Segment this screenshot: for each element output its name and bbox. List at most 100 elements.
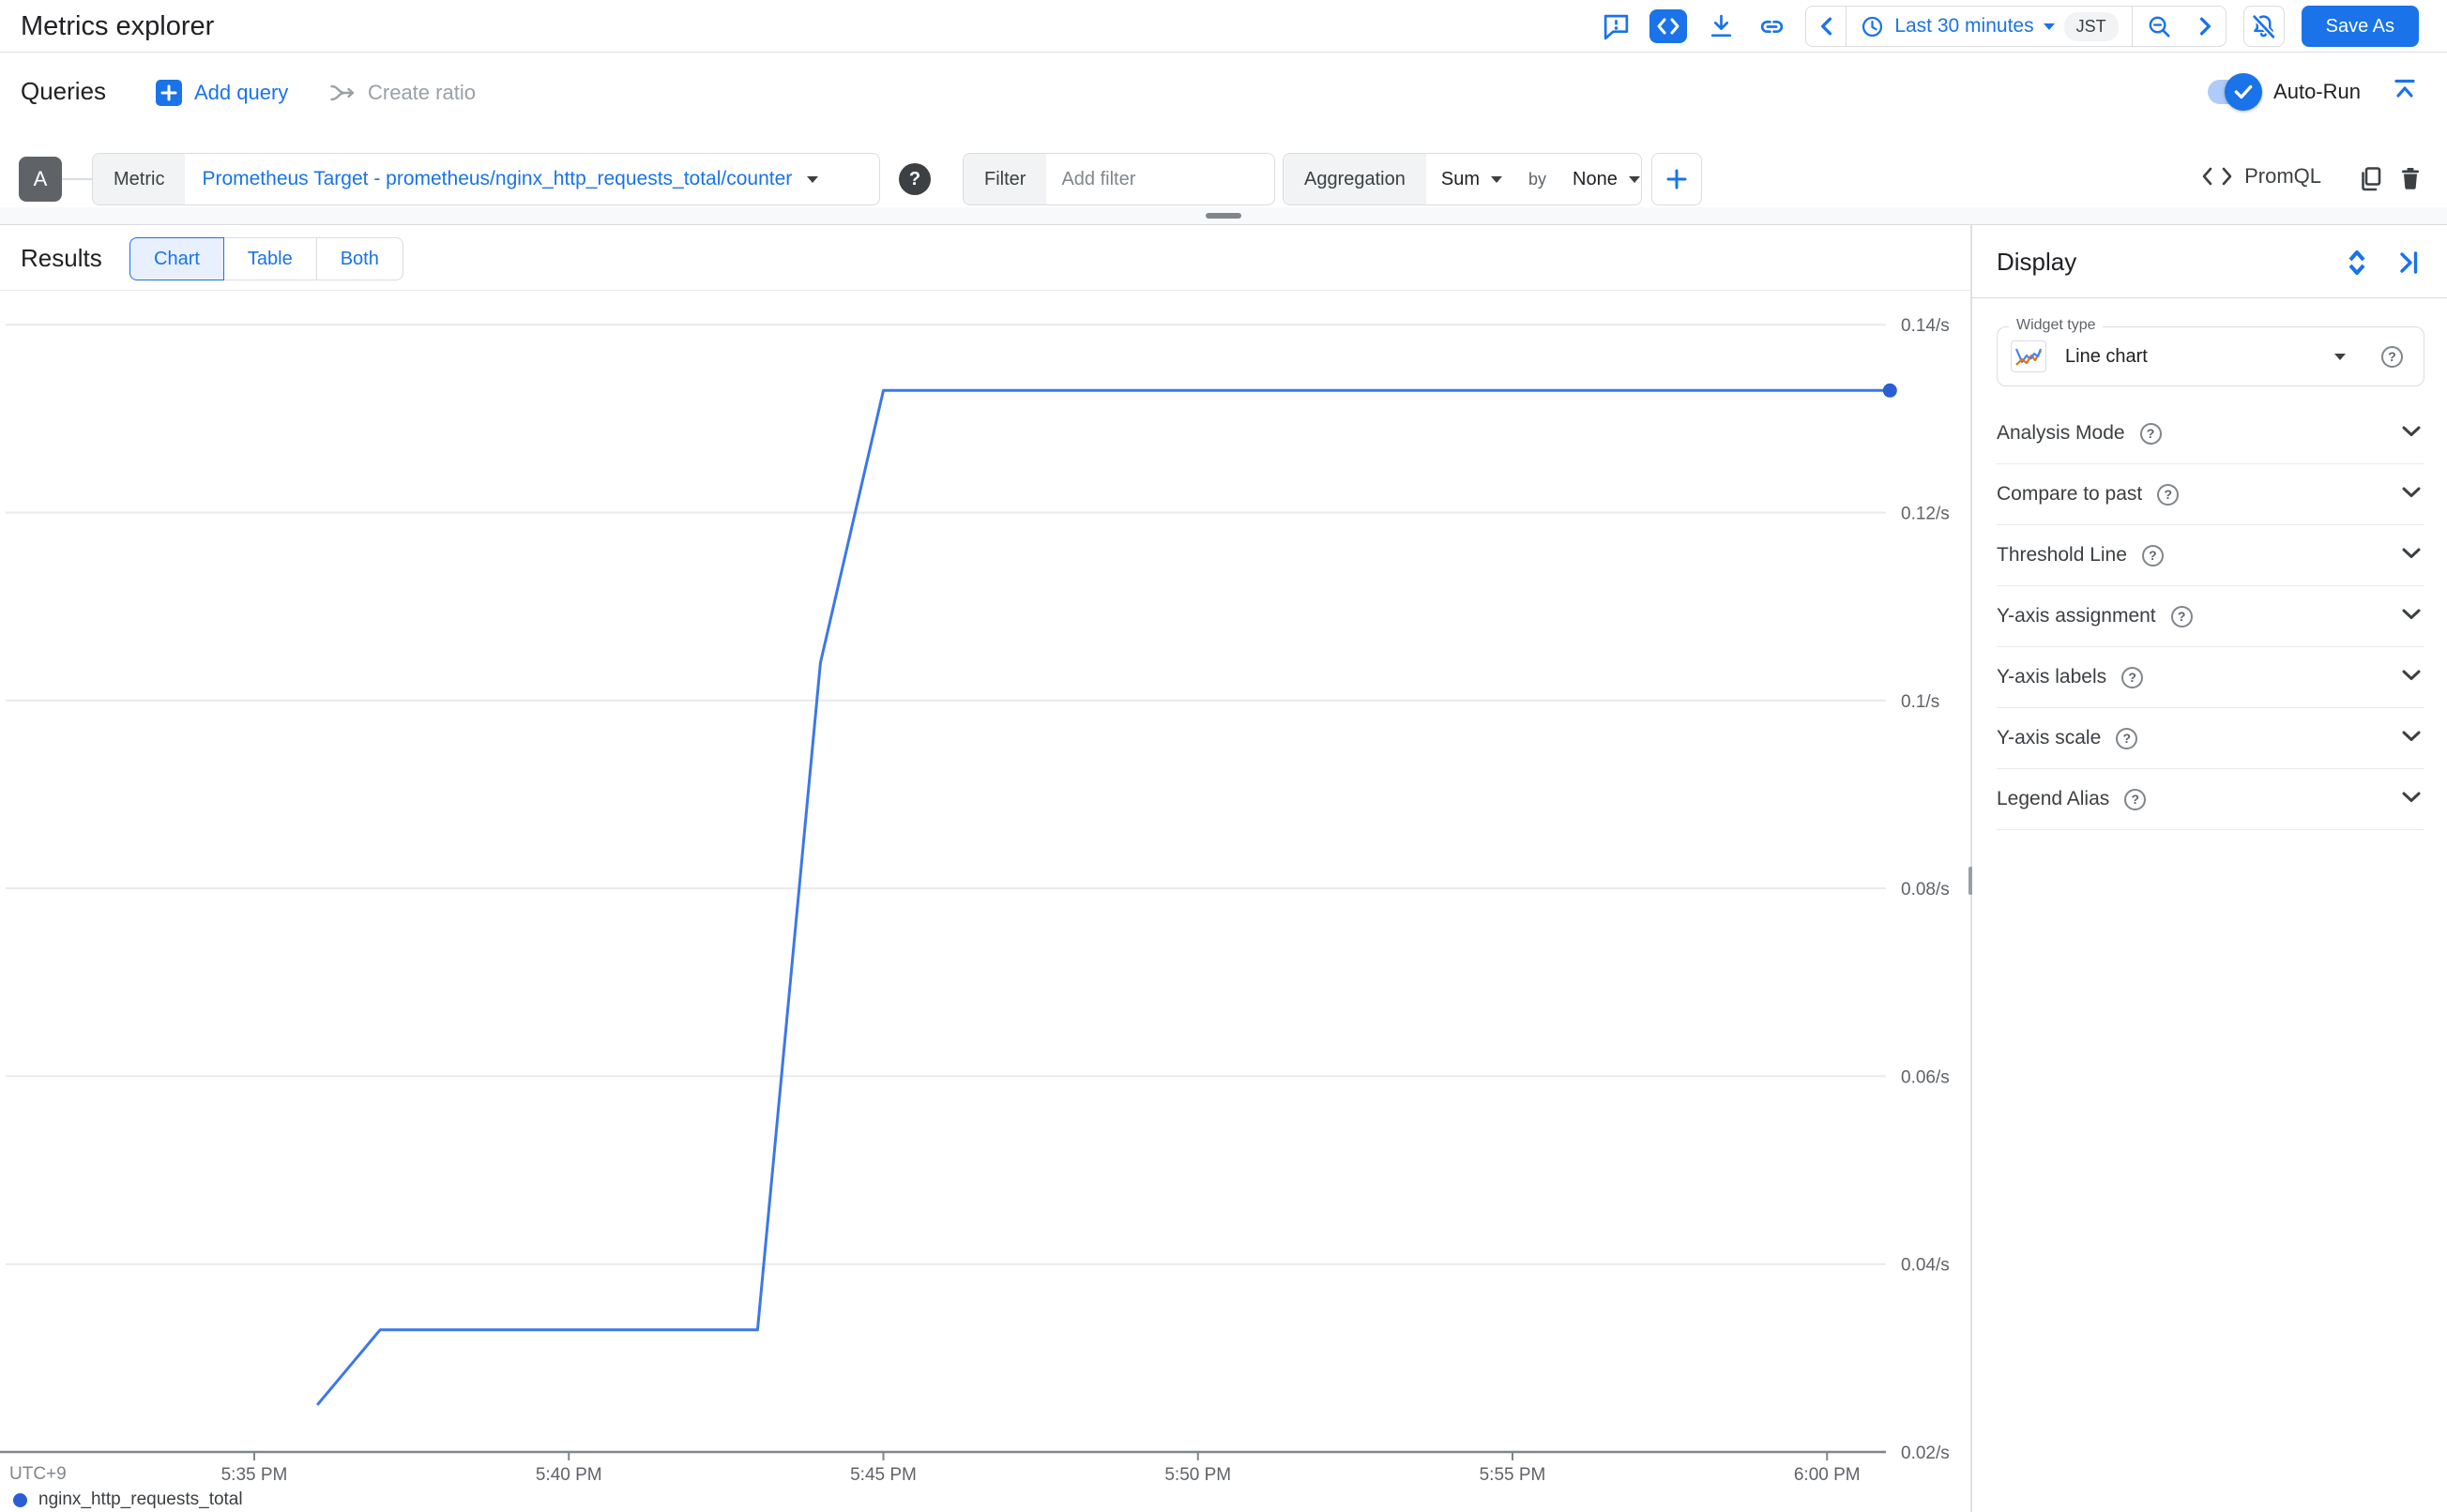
create-ratio-button[interactable]: Create ratio [328, 79, 476, 107]
results-row: Results Chart Table Both [0, 225, 1970, 291]
download-icon[interactable] [1704, 9, 1738, 43]
zoom-out-icon [2149, 16, 2170, 38]
help-icon[interactable]: ? [2124, 788, 2147, 810]
divider [2131, 7, 2133, 46]
section-label: Y-axis assignment [1997, 605, 2156, 627]
help-icon[interactable]: ? [2157, 483, 2180, 506]
promql-toggle[interactable]: PromQL [2201, 164, 2321, 189]
y-tick-label: 0.04/s [1901, 1256, 1950, 1276]
line-chart-thumbnail-icon [2011, 340, 2046, 372]
y-tick-label: 0.14/s [1901, 316, 1950, 336]
section-label: Y-axis scale [1997, 727, 2102, 748]
results-title: Results [21, 244, 102, 272]
legend-series-dot [13, 1492, 27, 1507]
drag-handle[interactable] [1206, 213, 1241, 219]
save-as-button[interactable]: Save As [2301, 6, 2419, 47]
filter-input[interactable] [1046, 154, 1263, 204]
tab-table[interactable]: Table [223, 237, 317, 280]
widget-type-help-icon[interactable]: ? [2381, 345, 2403, 368]
time-next-button[interactable] [2186, 7, 2226, 46]
zoom-out-button[interactable] [2133, 7, 2186, 46]
delete-query-button[interactable] [2396, 165, 2424, 198]
section-label: Analysis Mode [1997, 422, 2125, 444]
metric-selector[interactable]: Metric Prometheus Target - prometheus/ng… [92, 153, 880, 205]
display-section-y-axis-labels[interactable]: Y-axis labels? [1997, 647, 2424, 708]
chart-legend[interactable]: nginx_http_requests_total [13, 1489, 243, 1510]
y-tick-label: 0.06/s [1901, 1067, 1950, 1087]
collapse-all-button[interactable] [2391, 75, 2419, 108]
display-section-y-axis-scale[interactable]: Y-axis scale? [1997, 708, 2424, 769]
time-range-selector[interactable]: Last 30 minutes JST [1847, 7, 2131, 46]
y-tick-label: 0.02/s [1901, 1444, 1950, 1463]
help-icon[interactable]: ? [2139, 422, 2162, 445]
plus-icon [1666, 169, 1687, 189]
notifications-off-button[interactable] [2242, 6, 2285, 47]
time-range-value: Last 30 minutes [1894, 15, 2034, 37]
connector-line [62, 178, 92, 180]
group-by-select[interactable]: None [1558, 154, 1641, 204]
page-title: Metrics explorer [21, 11, 215, 41]
chevron-down-icon [2402, 425, 2421, 442]
display-section-analysis-mode[interactable]: Analysis Mode? [1997, 403, 2424, 464]
aggregation-group: Aggregation Sum by None [1283, 153, 1642, 205]
widget-type-select[interactable]: Widget type Line chart ? [1997, 317, 2424, 386]
auto-run-toggle-thumb [2225, 72, 2263, 111]
query-builder-row: A Metric Prometheus Target - prometheus/… [0, 153, 2447, 205]
aggregation-chip-label: Aggregation [1284, 154, 1426, 204]
unfold-sections-button[interactable] [2342, 248, 2372, 282]
help-icon[interactable]: ? [2170, 605, 2193, 627]
section-label: Threshold Line [1997, 544, 2127, 566]
aggregation-select[interactable]: Sum [1426, 154, 1517, 204]
display-section-threshold-line[interactable]: Threshold Line? [1997, 525, 2424, 586]
display-section-legend-alias[interactable]: Legend Alias? [1997, 769, 2424, 830]
y-tick-label: 0.12/s [1901, 505, 1950, 524]
caret-down-icon [2334, 353, 2346, 360]
collapse-right-icon [2400, 251, 2418, 274]
x-tick-label: 5:45 PM [850, 1465, 917, 1485]
promql-label: PromQL [2244, 164, 2321, 188]
feedback-icon[interactable] [1599, 9, 1633, 43]
time-range-group: Last 30 minutes JST [1805, 6, 2227, 47]
add-query-label: Add query [194, 81, 289, 104]
tab-chart[interactable]: Chart [129, 237, 224, 280]
chart-plot-area[interactable]: 0.14/s 0.12/s 0.1/s 0.08/s 0.06/s 0.04/s 0.02/… [0, 291, 1967, 1512]
caret-down-icon [807, 175, 819, 183]
help-icon[interactable]: ? [2141, 544, 2164, 567]
tab-both[interactable]: Both [316, 237, 403, 280]
clock-icon [1862, 16, 1883, 37]
code-icon[interactable] [1649, 9, 1688, 43]
add-aggregation-button[interactable] [1651, 153, 1702, 205]
caret-down-icon [1628, 175, 1640, 183]
results-tabs: Chart Table Both [129, 237, 403, 280]
timezone-badge[interactable]: JST [2063, 11, 2119, 41]
metric-help-icon[interactable]: ? [899, 163, 931, 195]
time-prev-button[interactable] [1806, 7, 1846, 46]
panel-resize-handle[interactable] [1968, 867, 1973, 895]
section-resize-strip [0, 207, 2447, 225]
legend-series-label: nginx_http_requests_total [38, 1489, 243, 1509]
widget-type-value: Line chart [2065, 345, 2148, 367]
queries-right: Auto-Run [2208, 72, 2419, 111]
app-header: Metrics explorer Last 30 minutes JST [0, 0, 2447, 53]
add-query-button[interactable]: Add query [155, 79, 288, 107]
auto-run-toggle[interactable] [2208, 72, 2263, 111]
x-tick-label: 6:00 PM [1794, 1465, 1861, 1485]
metric-value: Prometheus Target - prometheus/nginx_htt… [202, 168, 793, 189]
section-label: Compare to past [1997, 483, 2143, 505]
section-label: Legend Alias [1997, 788, 2110, 809]
collapse-panel-button[interactable] [2394, 249, 2423, 281]
chevron-left-icon [1821, 17, 1832, 36]
duplicate-query-button[interactable] [2357, 165, 2385, 198]
display-section-y-axis-assignment[interactable]: Y-axis assignment? [1997, 586, 2424, 647]
help-icon[interactable]: ? [2121, 666, 2144, 688]
plus-box-icon [156, 80, 182, 106]
display-title: Display [1997, 248, 2077, 276]
link-icon[interactable] [1755, 9, 1788, 43]
check-icon [2234, 84, 2253, 98]
chevron-down-icon [2402, 608, 2421, 625]
display-section-compare-to-past[interactable]: Compare to past? [1997, 464, 2424, 525]
chevron-down-icon [2402, 791, 2421, 808]
help-icon[interactable]: ? [2116, 727, 2138, 749]
by-label: by [1528, 169, 1547, 189]
